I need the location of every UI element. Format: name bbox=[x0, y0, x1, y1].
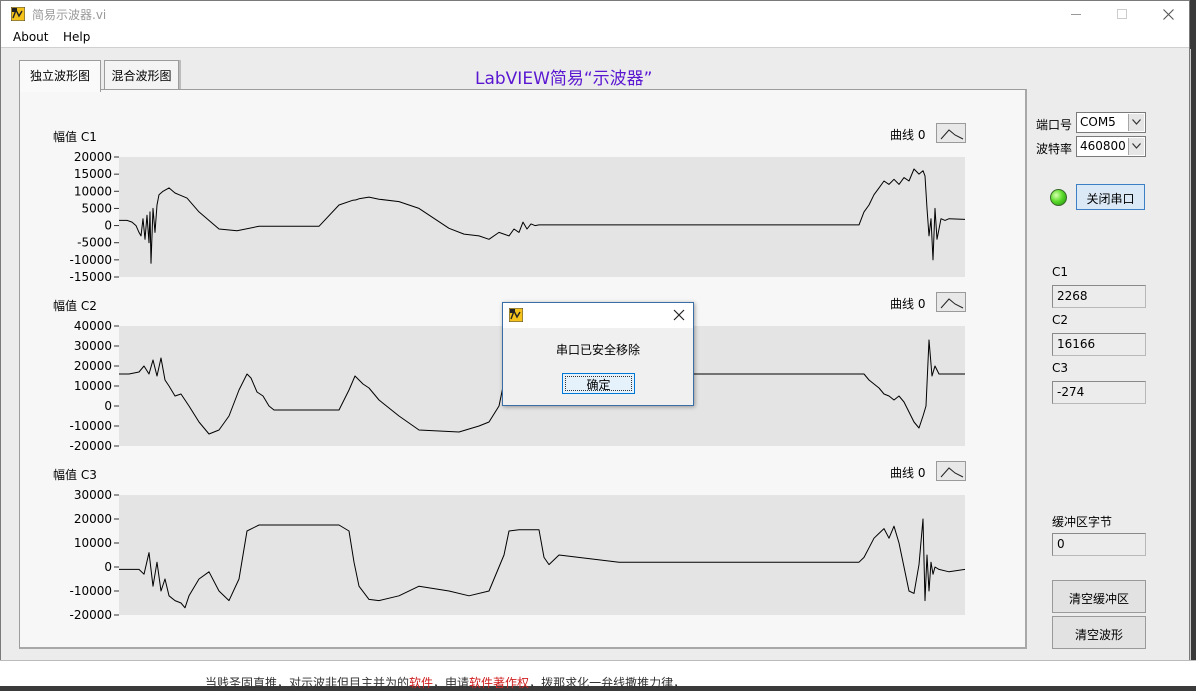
y-tick-label: 15000 bbox=[74, 167, 112, 181]
clear-buffer-button[interactable]: 清空缓冲区 bbox=[1052, 580, 1146, 613]
minimize-button[interactable] bbox=[1054, 1, 1100, 27]
y-tick-label: -10000 bbox=[69, 419, 112, 433]
window-edge bbox=[1190, 49, 1191, 681]
port-status-led bbox=[1050, 189, 1067, 206]
background-link[interactable]: 软件著作权 bbox=[469, 676, 530, 690]
c2-indicator: 16166 bbox=[1052, 333, 1146, 356]
y-tick-label: 20000 bbox=[74, 359, 112, 373]
c3-label: C3 bbox=[1052, 361, 1069, 375]
minimize-icon bbox=[1071, 14, 1081, 15]
chevron-down-icon bbox=[1132, 119, 1141, 125]
y-tick-label: 0 bbox=[104, 560, 112, 574]
chart3-label: 幅值 C3 bbox=[53, 468, 97, 482]
plot-line-icon bbox=[940, 129, 964, 140]
maximize-button[interactable] bbox=[1100, 1, 1146, 27]
dialog-close-icon[interactable] bbox=[671, 307, 687, 323]
dropdown-arrow[interactable] bbox=[1128, 138, 1144, 155]
menu-about[interactable]: About bbox=[13, 30, 49, 44]
port-select[interactable]: COM5 bbox=[1076, 112, 1146, 133]
y-tick-label: 20000 bbox=[74, 512, 112, 526]
y-tick-label: 40000 bbox=[74, 320, 112, 333]
chart3-plot: 30000 20000 10000 0 -10000 -20000 bbox=[69, 489, 965, 619]
baud-select[interactable]: 460800 bbox=[1076, 136, 1146, 157]
window-title: 简易示波器.vi bbox=[32, 8, 107, 22]
background-text: 当贱圣固直推，对示波非但目主并为的软件，申请软件著作权，拨那求化一弁线撒推力律， bbox=[205, 674, 685, 691]
chart3-legend-button[interactable] bbox=[936, 461, 966, 481]
title-bar: 简易示波器.vi bbox=[1, 1, 1189, 27]
chart2-legend-label: 曲线 0 bbox=[890, 297, 926, 311]
y-tick-label: 30000 bbox=[74, 489, 112, 502]
background-text-part: ，申请 bbox=[433, 676, 470, 690]
c1-label: C1 bbox=[1052, 265, 1069, 279]
background-text-part: ，拨那求化一弁线撒推力律， bbox=[529, 676, 686, 690]
y-tick-label: -15000 bbox=[69, 270, 112, 281]
waveform-trace bbox=[119, 518, 965, 609]
c2-label: C2 bbox=[1052, 313, 1069, 327]
plot-area bbox=[119, 157, 965, 277]
background-text-part: 当贱圣固直推，对示波非但目主并为的 bbox=[205, 676, 410, 690]
plot-line-icon bbox=[940, 298, 964, 309]
chart3-legend-label: 曲线 0 bbox=[890, 466, 926, 480]
chart2-label: 幅值 C2 bbox=[53, 299, 97, 313]
ok-button[interactable]: 确定 bbox=[562, 373, 635, 394]
labview-vi-icon bbox=[509, 308, 523, 322]
y-tick-label: 10000 bbox=[74, 379, 112, 393]
y-tick-label: 0 bbox=[104, 219, 112, 233]
maximize-icon bbox=[1117, 9, 1127, 19]
close-icon bbox=[1163, 9, 1174, 20]
background-link[interactable]: 软件 bbox=[409, 676, 434, 690]
port-label: 端口号 bbox=[1036, 118, 1073, 132]
message-dialog: 串口已安全移除 确定 bbox=[502, 302, 694, 406]
y-tick-label: 30000 bbox=[74, 339, 112, 353]
chevron-down-icon bbox=[1132, 143, 1141, 149]
y-tick-label: 10000 bbox=[74, 536, 112, 550]
labview-vi-icon bbox=[11, 7, 25, 21]
chart2-legend-button[interactable] bbox=[936, 292, 966, 312]
y-tick-label: 10000 bbox=[74, 184, 112, 198]
tab-independent-waveform[interactable]: 独立波形图 bbox=[19, 60, 101, 92]
buffer-label: 缓冲区字节 bbox=[1052, 515, 1113, 529]
plot-area bbox=[119, 495, 965, 615]
waveform-trace bbox=[119, 339, 965, 435]
y-tick-label: -20000 bbox=[69, 608, 112, 619]
baud-label: 波特率 bbox=[1036, 142, 1073, 156]
chart1-legend-button[interactable] bbox=[936, 123, 966, 143]
baud-value: 460800 bbox=[1080, 139, 1126, 153]
chart1-legend-label: 曲线 0 bbox=[890, 128, 926, 142]
y-tick-label: 0 bbox=[104, 399, 112, 413]
buffer-indicator: 0 bbox=[1052, 533, 1146, 556]
background-page: 当贱圣固直推，对示波非但目主并为的软件，申请软件著作权，拨那求化一弁线撒推力律， bbox=[0, 660, 1196, 690]
y-tick-label: -20000 bbox=[69, 439, 112, 450]
y-tick-label: -10000 bbox=[69, 584, 112, 598]
y-tick-label: 20000 bbox=[74, 151, 112, 164]
plot-line-icon bbox=[940, 467, 964, 478]
c3-indicator: -274 bbox=[1052, 381, 1146, 404]
c1-indicator: 2268 bbox=[1052, 285, 1146, 308]
waveform-trace bbox=[119, 168, 965, 264]
dialog-message: 串口已安全移除 bbox=[555, 343, 640, 357]
menu-bar: About Help bbox=[1, 27, 1189, 48]
chart1-label: 幅值 C1 bbox=[53, 130, 97, 144]
close-port-button[interactable]: 关闭串口 bbox=[1076, 184, 1145, 210]
clear-waveform-button[interactable]: 清空波形 bbox=[1052, 616, 1146, 649]
dropdown-arrow[interactable] bbox=[1128, 114, 1144, 131]
y-tick-label: -5000 bbox=[77, 236, 112, 250]
port-value: COM5 bbox=[1080, 115, 1116, 129]
vi-title: LabVIEW简易“示波器” bbox=[475, 69, 653, 89]
chart1-plot: 20000 15000 10000 5000 0 -5000 -10000 -15000 bbox=[69, 151, 965, 281]
close-window-button[interactable] bbox=[1146, 1, 1192, 27]
y-tick-label: -10000 bbox=[69, 253, 112, 267]
menu-help[interactable]: Help bbox=[63, 30, 91, 44]
tab-mixed-waveform[interactable]: 混合波形图 bbox=[104, 60, 179, 90]
dialog-title-bar bbox=[503, 303, 693, 328]
y-tick-label: 5000 bbox=[81, 201, 112, 215]
